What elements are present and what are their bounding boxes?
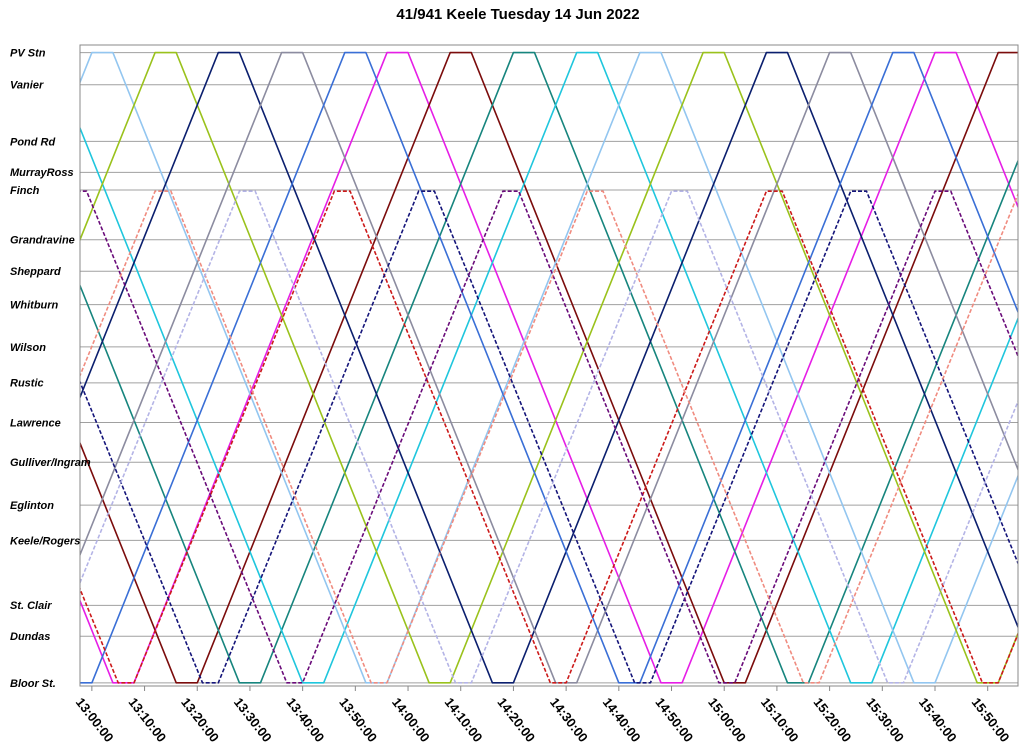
trip-line bbox=[80, 51, 1018, 684]
trip-line bbox=[80, 51, 1018, 684]
y-tick-label: Gulliver/Ingram bbox=[10, 457, 91, 469]
y-tick-label: Eglinton bbox=[10, 500, 54, 512]
y-tick-label: PV Stn bbox=[10, 47, 46, 59]
trip-line bbox=[80, 190, 1018, 684]
y-tick-label: St. Clair bbox=[10, 600, 52, 612]
y-tick-label: MurrayRoss bbox=[10, 167, 74, 179]
y-tick-label: Lawrence bbox=[10, 417, 61, 429]
y-tick-label: Pond Rd bbox=[10, 136, 55, 148]
plot-area bbox=[80, 51, 1018, 684]
chart-title: 41/941 Keele Tuesday 14 Jun 2022 bbox=[396, 6, 639, 23]
y-tick-label: Bloor St. bbox=[10, 678, 56, 690]
trip-line bbox=[80, 190, 1018, 684]
plot-frame bbox=[79, 44, 1019, 687]
trip-line bbox=[80, 190, 1018, 684]
y-tick-label: Rustic bbox=[10, 378, 44, 390]
y-tick-label: Finch bbox=[10, 185, 40, 197]
trip-line bbox=[80, 190, 1018, 684]
y-tick-label: Sheppard bbox=[10, 266, 61, 278]
trip-line bbox=[80, 51, 1018, 684]
trip-line bbox=[80, 51, 1018, 684]
trip-line bbox=[80, 190, 1018, 684]
y-tick-label: Wilson bbox=[10, 342, 46, 354]
trip-line bbox=[80, 51, 1018, 684]
y-tick-label: Dundas bbox=[10, 631, 50, 643]
y-tick-label: Whitburn bbox=[10, 300, 59, 312]
grid bbox=[80, 52, 1018, 684]
trip-line bbox=[80, 51, 1018, 684]
y-tick-label: Grandravine bbox=[10, 235, 75, 247]
y-tick-label: Vanier bbox=[10, 80, 44, 92]
y-tick-label: Keele/Rogers bbox=[10, 535, 80, 547]
